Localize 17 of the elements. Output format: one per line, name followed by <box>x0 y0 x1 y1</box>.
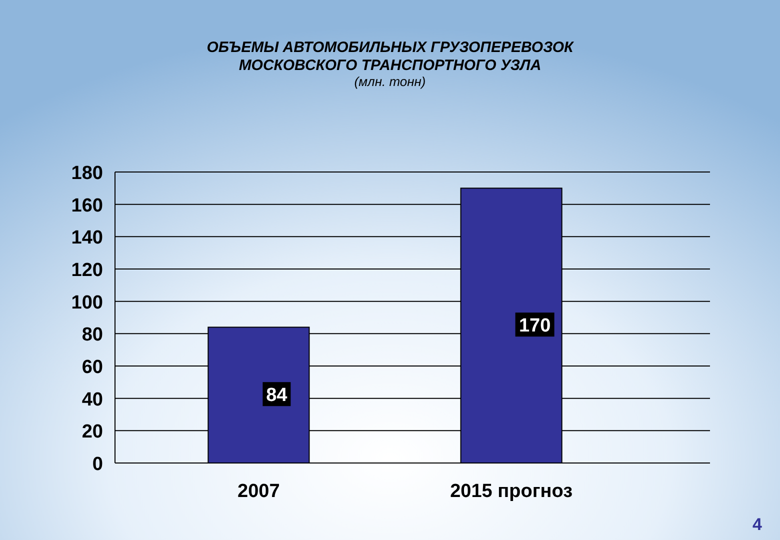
y-tick-label: 40 <box>82 389 103 410</box>
y-tick-label: 180 <box>71 163 103 184</box>
y-tick-label: 160 <box>71 195 103 216</box>
y-tick-label: 140 <box>71 228 103 249</box>
y-tick-label: 0 <box>92 454 103 475</box>
y-tick-label: 60 <box>82 357 103 378</box>
x-tick-label: 2015 прогноз <box>450 481 573 502</box>
chart-title: ОБЪЕМЫ АВТОМОБИЛЬНЫХ ГРУЗОПЕРЕВОЗОК МОСКОВСКОГО ТРАНСПОРТНОГО УЗЛА <box>206 39 576 74</box>
y-tick-label: 120 <box>71 260 103 281</box>
y-tick-label: 100 <box>71 292 103 314</box>
data-label: 170 <box>518 316 551 337</box>
x-tick-label: 2007 <box>238 481 280 502</box>
y-tick-label: 80 <box>82 324 103 346</box>
text: 4 <box>752 515 763 534</box>
y-tick-label: 20 <box>82 422 103 443</box>
chart-subtitle: (млн. тонн) <box>354 74 426 89</box>
data-label: 84 <box>266 385 288 406</box>
